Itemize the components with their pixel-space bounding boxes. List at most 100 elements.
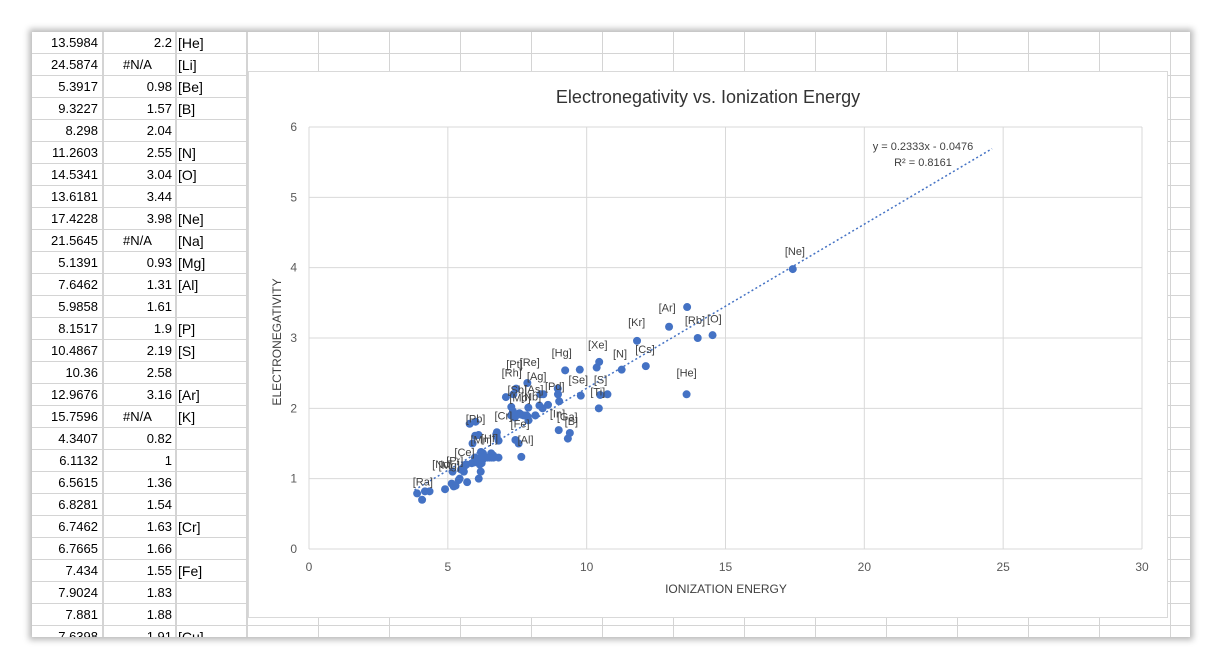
cell-electronegativity[interactable]: 1.91 [103, 626, 176, 637]
data-point[interactable] [641, 362, 650, 371]
data-point[interactable] [413, 489, 422, 498]
cell-element-symbol[interactable] [176, 120, 247, 142]
cell-electronegativity[interactable]: 2.2 [103, 32, 176, 54]
data-point[interactable] [553, 390, 562, 399]
cell-ionization-energy[interactable]: 11.2603 [32, 142, 103, 164]
data-point[interactable] [418, 495, 427, 504]
cell-element-symbol[interactable] [176, 472, 247, 494]
cell-element-symbol[interactable] [176, 538, 247, 560]
data-point[interactable] [523, 379, 532, 388]
cell-electronegativity[interactable]: 1.61 [103, 296, 176, 318]
cell-electronegativity[interactable]: #N/A [103, 230, 176, 252]
data-point[interactable] [576, 391, 585, 400]
cell-electronegativity[interactable]: 2.55 [103, 142, 176, 164]
cell-element-symbol[interactable] [176, 186, 247, 208]
data-point[interactable] [682, 390, 691, 399]
cell-electronegativity[interactable]: 0.98 [103, 76, 176, 98]
data-point[interactable] [554, 426, 563, 435]
cell-ionization-energy[interactable]: 17.4228 [32, 208, 103, 230]
cell-element-symbol[interactable] [176, 428, 247, 450]
data-point[interactable] [708, 331, 717, 340]
data-point[interactable] [476, 467, 485, 476]
data-point[interactable] [693, 334, 702, 342]
data-point[interactable] [788, 265, 797, 274]
data-point[interactable] [524, 403, 533, 412]
cell-ionization-energy[interactable]: 24.5874 [32, 54, 103, 76]
cell-element-symbol[interactable]: [Fe] [176, 560, 247, 582]
data-point[interactable] [507, 402, 516, 411]
data-point[interactable] [575, 365, 584, 374]
data-point[interactable] [617, 365, 626, 374]
data-point[interactable] [565, 428, 574, 437]
cell-element-symbol[interactable]: [Mg] [176, 252, 247, 274]
cell-electronegativity[interactable]: 2.58 [103, 362, 176, 384]
trendline[interactable] [414, 148, 993, 491]
cell-ionization-energy[interactable]: 7.881 [32, 604, 103, 626]
cell-ionization-energy[interactable]: 13.6181 [32, 186, 103, 208]
data-point[interactable] [455, 474, 464, 483]
data-point[interactable] [538, 404, 547, 413]
data-point[interactable] [463, 478, 472, 487]
cell-ionization-energy[interactable]: 10.4867 [32, 340, 103, 362]
cell-ionization-energy[interactable]: 10.36 [32, 362, 103, 384]
data-point[interactable] [594, 404, 603, 413]
data-point[interactable] [492, 432, 501, 441]
data-point[interactable] [451, 481, 460, 490]
data-point[interactable] [665, 322, 674, 331]
data-point[interactable] [420, 487, 429, 496]
cell-ionization-energy[interactable]: 21.5645 [32, 230, 103, 252]
scatter-chart[interactable]: Electronegativity vs. Ionization Energy … [248, 71, 1168, 618]
cell-element-symbol[interactable]: [P] [176, 318, 247, 340]
cell-ionization-energy[interactable]: 6.5615 [32, 472, 103, 494]
cell-element-symbol[interactable]: [Cu] [176, 626, 247, 637]
data-point[interactable] [633, 336, 642, 345]
cell-electronegativity[interactable]: 2.04 [103, 120, 176, 142]
cell-ionization-energy[interactable]: 8.1517 [32, 318, 103, 340]
cell-ionization-energy[interactable]: 13.5984 [32, 32, 103, 54]
data-point[interactable] [474, 431, 483, 440]
data-point[interactable] [553, 384, 562, 393]
cell-electronegativity[interactable]: 2.19 [103, 340, 176, 362]
cell-ionization-energy[interactable]: 7.434 [32, 560, 103, 582]
cell-ionization-energy[interactable]: 6.1132 [32, 450, 103, 472]
data-point[interactable] [465, 419, 474, 428]
cell-element-symbol[interactable] [176, 362, 247, 384]
cell-element-symbol[interactable]: [Ne] [176, 208, 247, 230]
cell-ionization-energy[interactable]: 6.7665 [32, 538, 103, 560]
cell-electronegativity[interactable]: 3.98 [103, 208, 176, 230]
cell-element-symbol[interactable]: [Na] [176, 230, 247, 252]
cell-electronegativity[interactable]: 1.9 [103, 318, 176, 340]
cell-ionization-energy[interactable]: 5.1391 [32, 252, 103, 274]
data-point[interactable] [441, 485, 450, 494]
data-point[interactable] [489, 453, 498, 462]
cell-ionization-energy[interactable]: 6.8281 [32, 494, 103, 516]
cell-electronegativity[interactable]: 0.82 [103, 428, 176, 450]
data-point[interactable] [603, 390, 612, 399]
data-point[interactable] [596, 390, 605, 399]
cell-element-symbol[interactable] [176, 450, 247, 472]
cell-element-symbol[interactable]: [S] [176, 340, 247, 362]
data-point[interactable] [512, 384, 521, 393]
cell-element-symbol[interactable]: [O] [176, 164, 247, 186]
data-point[interactable] [517, 452, 526, 461]
data-point[interactable] [561, 366, 570, 375]
cell-element-symbol[interactable]: [Li] [176, 54, 247, 76]
cell-element-symbol[interactable]: [He] [176, 32, 247, 54]
cell-ionization-energy[interactable]: 14.5341 [32, 164, 103, 186]
cell-ionization-energy[interactable]: 5.9858 [32, 296, 103, 318]
cell-ionization-energy[interactable]: 7.6398 [32, 626, 103, 637]
cell-ionization-energy[interactable]: 15.7596 [32, 406, 103, 428]
data-points[interactable] [413, 265, 797, 504]
cell-element-symbol[interactable]: [Cr] [176, 516, 247, 538]
cell-element-symbol[interactable]: [B] [176, 98, 247, 120]
data-point[interactable] [531, 411, 540, 420]
data-point[interactable] [471, 453, 480, 462]
cell-electronegativity[interactable]: 1.36 [103, 472, 176, 494]
trendline-path[interactable] [414, 148, 993, 491]
cell-ionization-energy[interactable]: 5.3917 [32, 76, 103, 98]
cell-electronegativity[interactable]: #N/A [103, 406, 176, 428]
cell-electronegativity[interactable]: #N/A [103, 54, 176, 76]
cell-electronegativity[interactable]: 0.93 [103, 252, 176, 274]
data-point[interactable] [539, 390, 548, 399]
cell-electronegativity[interactable]: 1.57 [103, 98, 176, 120]
